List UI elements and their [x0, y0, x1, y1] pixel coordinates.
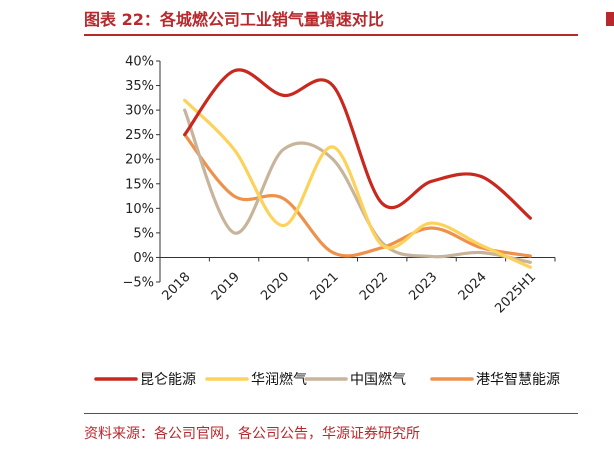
- x-tick-labels: 2018 2019 2020 2021 2022 2023 2024 2025H1: [160, 270, 540, 317]
- x-tick-label: 2023: [406, 270, 440, 304]
- x-tick-label: 2019: [209, 270, 243, 304]
- x-tick-label: 2018: [160, 270, 194, 304]
- series-lines: [183, 68, 532, 269]
- y-tick-label: 0%: [133, 251, 154, 266]
- legend-label: 昆仑能源: [140, 372, 196, 388]
- series-line-昆仑能源: [183, 68, 532, 220]
- x-tick-label: 2020: [258, 270, 292, 304]
- y-tick-labels: 40% 35% 30% 25% 20% 15% 10% 5% 0% −5%: [122, 55, 154, 291]
- x-tick-label: 2024: [456, 270, 490, 304]
- chart-title: 图表 22：各城燃公司工业销气量增速对比: [84, 10, 384, 29]
- y-tick-label: 15%: [125, 177, 154, 192]
- y-tick-label: 25%: [125, 128, 154, 143]
- series-line-港华智慧能源: [183, 133, 532, 258]
- legend: 昆仑能源 华润燃气 中国燃气 港华智慧能源: [94, 371, 560, 388]
- y-tick-label: 30%: [125, 104, 154, 119]
- y-tick-label: 20%: [125, 153, 154, 168]
- y-tick-label: 40%: [125, 55, 154, 70]
- series-line-华润燃气: [183, 98, 532, 269]
- axes: [156, 60, 556, 283]
- y-tick-label: 5%: [133, 226, 154, 241]
- legend-label: 港华智慧能源: [476, 372, 560, 388]
- y-tick-label: 35%: [125, 79, 154, 94]
- y-tick-label: 10%: [125, 202, 154, 217]
- legend-label: 华润燃气: [251, 371, 307, 388]
- x-tick-label: 2025H1: [492, 270, 539, 317]
- x-tick-label: 2022: [357, 270, 391, 304]
- footer-rule: [84, 413, 578, 414]
- source-note: 资料来源：各公司官网，各公司公告，华源证券研究所: [84, 426, 420, 442]
- title-rule: [84, 34, 578, 36]
- legend-label: 中国燃气: [350, 371, 406, 388]
- y-tick-label: −5%: [122, 276, 154, 291]
- edge-mark: [606, 12, 614, 26]
- series-line-中国燃气: [183, 108, 532, 264]
- x-tick-label: 2021: [308, 270, 342, 304]
